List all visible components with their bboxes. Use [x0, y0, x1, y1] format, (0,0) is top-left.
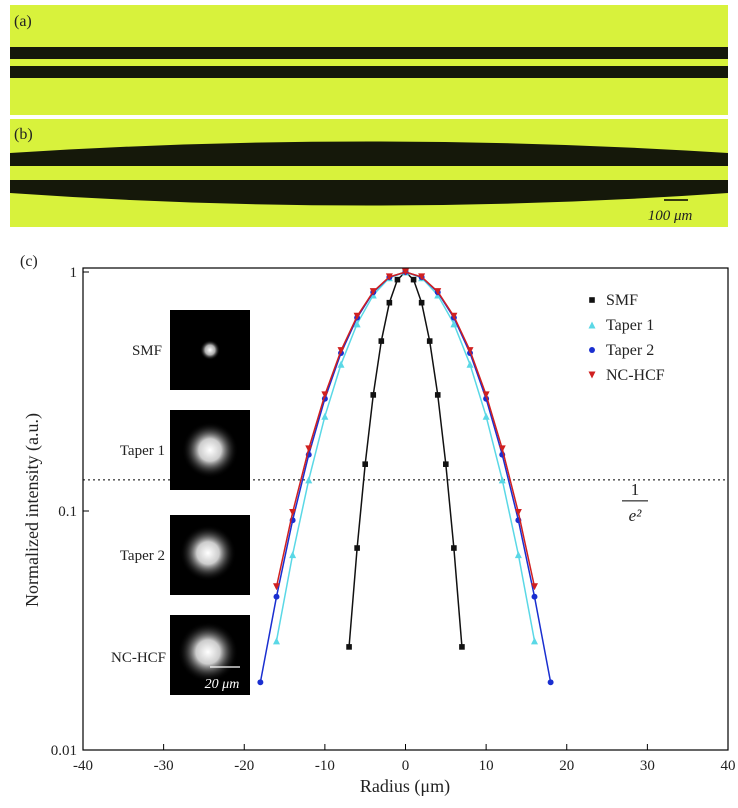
marker — [459, 644, 465, 650]
x-tick-label: -20 — [234, 758, 254, 774]
y-tick-label: 0.01 — [51, 743, 77, 759]
marker — [305, 476, 313, 484]
fit-line — [348, 270, 463, 647]
insets: 20 μm SMF Taper 1 Taper 2 NC-HCF — [111, 310, 250, 695]
marker — [273, 637, 280, 645]
photo-a — [10, 5, 728, 115]
marker — [531, 593, 538, 600]
marker — [337, 360, 345, 368]
marker — [418, 273, 426, 281]
fiber — [10, 66, 728, 78]
threshold-denominator: e² — [629, 506, 643, 525]
inset-label: SMF — [132, 343, 162, 359]
marker — [466, 347, 474, 355]
marker — [346, 644, 352, 650]
x-tick-label: -40 — [73, 758, 93, 774]
marker — [353, 320, 361, 328]
marker — [378, 338, 385, 344]
marker — [353, 312, 361, 320]
y-axis-label: Normalized intensity (a.u.) — [22, 413, 43, 607]
marker — [410, 276, 417, 283]
mode-spot — [200, 340, 220, 360]
marker — [385, 273, 393, 281]
marker — [386, 299, 393, 306]
marker — [450, 320, 458, 328]
marker — [289, 508, 297, 516]
threshold-numerator: 1 — [631, 480, 640, 499]
marker — [514, 551, 522, 559]
marker — [443, 461, 449, 467]
marker — [498, 476, 506, 484]
marker — [369, 288, 377, 296]
legend-label: Taper 2 — [606, 342, 654, 359]
marker — [434, 392, 441, 398]
inset-label: Taper 2 — [120, 548, 165, 564]
x-tick-label: 10 — [479, 758, 494, 774]
marker — [321, 412, 329, 420]
legend-marker — [589, 347, 595, 353]
mode-spot — [178, 622, 238, 682]
x-tick-label: 30 — [640, 758, 655, 774]
y-tick-label: 1 — [70, 265, 78, 281]
x-tick-label: -30 — [154, 758, 174, 774]
marker — [547, 679, 554, 686]
x-tick-label: -10 — [315, 758, 335, 774]
scale-label: 100 μm — [648, 208, 693, 224]
marker — [273, 583, 280, 591]
marker — [354, 545, 360, 551]
y-tick-label: 0.1 — [58, 504, 77, 520]
marker — [289, 551, 297, 559]
marker — [498, 445, 506, 453]
marker — [434, 288, 442, 296]
marker — [321, 391, 329, 399]
marker — [370, 392, 377, 398]
mode-spot — [182, 422, 238, 478]
marker — [402, 268, 409, 276]
marker — [451, 545, 457, 551]
x-axis-label: Radius (μm) — [360, 776, 450, 797]
inset-scale-label: 20 μm — [205, 677, 240, 692]
fiber — [10, 47, 728, 59]
legend-label: NC-HCF — [606, 367, 665, 384]
marker — [482, 391, 490, 399]
fit-line — [275, 271, 536, 642]
x-tick-label: 40 — [721, 758, 736, 774]
photo-b — [10, 119, 728, 227]
marker — [482, 412, 490, 420]
fiber — [10, 180, 728, 206]
inset-label: Taper 1 — [120, 443, 165, 459]
marker — [514, 508, 522, 516]
fiber — [10, 141, 728, 166]
marker — [273, 593, 280, 600]
marker — [466, 360, 474, 368]
x-tick-label: 20 — [559, 758, 574, 774]
marker — [257, 679, 264, 686]
legend-label: Taper 1 — [606, 317, 654, 334]
fit-line — [275, 271, 536, 587]
marker — [450, 312, 458, 320]
legend-marker — [588, 321, 596, 329]
legend-label: SMF — [606, 292, 638, 309]
marker — [394, 276, 401, 283]
panel-label: (a) — [14, 13, 32, 30]
inset-label: NC-HCF — [111, 650, 166, 666]
panel-label: (c) — [20, 253, 38, 270]
panel-label: (b) — [14, 126, 33, 143]
marker — [337, 347, 345, 355]
marker — [362, 461, 368, 467]
marker — [426, 338, 433, 344]
marker — [305, 445, 313, 453]
marker — [531, 637, 538, 645]
marker — [418, 299, 425, 306]
legend-marker — [588, 371, 596, 379]
mode-spot — [180, 525, 236, 581]
x-tick-label: 0 — [402, 758, 410, 774]
fit-line — [259, 271, 552, 683]
legend-marker — [589, 297, 595, 303]
marker — [531, 583, 538, 591]
